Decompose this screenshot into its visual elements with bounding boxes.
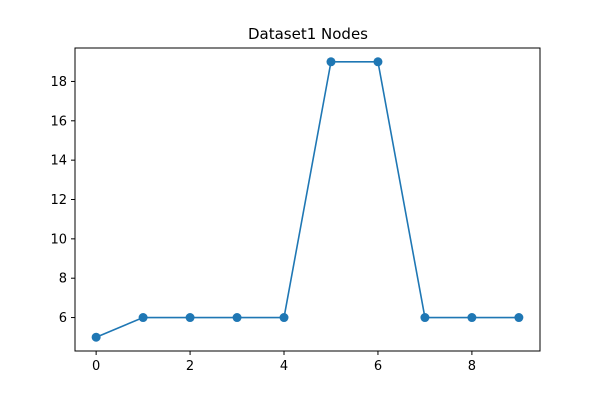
y-tick-label: 16 <box>50 114 67 129</box>
data-point <box>91 332 101 342</box>
data-point <box>420 313 430 323</box>
series-line <box>95 60 519 338</box>
data-point <box>232 313 242 323</box>
data-point <box>373 57 383 67</box>
data-point <box>467 313 477 323</box>
data-point <box>279 313 289 323</box>
x-tick-label: 0 <box>92 359 100 374</box>
y-tick-label: 14 <box>50 154 67 169</box>
data-point <box>326 57 336 67</box>
x-tick-label: 4 <box>280 359 288 374</box>
x-tick-label: 2 <box>186 359 194 374</box>
y-tick-label: 6 <box>59 311 67 326</box>
y-tick-label: 10 <box>50 232 67 247</box>
data-point <box>514 313 524 323</box>
y-tick-label: 18 <box>50 75 67 90</box>
x-tick-label: 8 <box>468 359 476 374</box>
data-point <box>138 313 148 323</box>
chart-title: Dataset1 Nodes <box>248 25 368 43</box>
x-tick-label: 6 <box>374 359 382 374</box>
axes-frame <box>74 47 541 352</box>
plot-area: 0 2 4 6 8 6 8 10 12 14 16 18 <box>50 47 541 374</box>
y-tick-label: 8 <box>59 272 67 287</box>
y-tick-label: 12 <box>50 193 67 208</box>
data-point <box>185 313 195 323</box>
